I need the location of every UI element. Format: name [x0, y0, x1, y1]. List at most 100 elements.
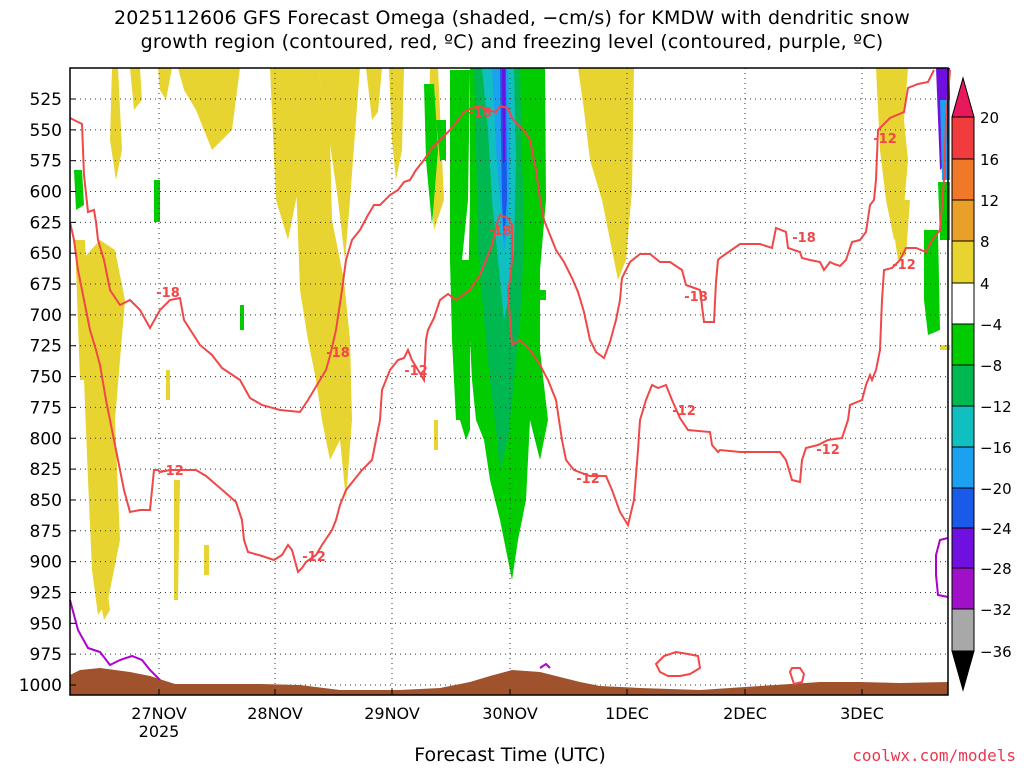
- y-tick-label-650: 650: [30, 244, 62, 264]
- omega-shade-5: [158, 68, 172, 100]
- y-tick-label-575: 575: [30, 152, 62, 172]
- omega-shade-31: [540, 290, 546, 300]
- colorbar-label-5: −4: [980, 316, 1002, 334]
- contours: -18 -18 -18 -18 -18 -18 -12 -12 -12 -12 -12 -12 -12 -…: [69, 69, 951, 695]
- colorbar-label-7: −12: [980, 398, 1012, 416]
- colorbar-label-6: −8: [980, 357, 1002, 375]
- omega-shade-19: [174, 480, 180, 600]
- dgz-label-9: -12: [404, 364, 428, 379]
- colorbar-label-0: 20: [980, 109, 999, 127]
- omega-shade-4: [100, 580, 110, 620]
- freezing-contour-2: [539, 662, 551, 669]
- x-tick-label-5: 2DEC: [723, 704, 767, 723]
- title-line-2: growth region (contoured, red, ºC) and f…: [140, 31, 884, 53]
- y-tick-label-525: 525: [30, 90, 62, 110]
- dgz-label-4: -18: [684, 290, 708, 305]
- colorbar-box-2: [951, 199, 975, 242]
- dgz-label-1: -18: [468, 106, 492, 121]
- y-tick-label-675: 675: [30, 275, 62, 295]
- colorbar-label-12: −32: [980, 601, 1012, 619]
- y-tick-label-625: 625: [30, 213, 62, 233]
- colorbar-label-13: −36: [980, 643, 1012, 661]
- omega-shade-9: [318, 68, 360, 260]
- colorbar-box-6: [951, 364, 975, 407]
- colorbar-label-3: 8: [980, 233, 990, 251]
- colorbar-box-9: [951, 487, 975, 529]
- dgz-label-3: -18: [488, 224, 512, 239]
- colorbar-box-4: [951, 282, 975, 325]
- axes: 525 550 575 600 625 650 675 700 725 750 775 800 825 8…: [19, 67, 949, 741]
- colorbar-box-0: [951, 116, 975, 160]
- omega-shade-20: [204, 545, 209, 575]
- dgz-label-7: -12: [160, 464, 184, 479]
- plot-frame: [69, 67, 949, 696]
- omega-shade-1: [130, 68, 142, 110]
- omega-shade-3: [82, 240, 125, 615]
- dgz-label-5: -18: [792, 231, 816, 246]
- x-tick-label-2: 29NOV: [364, 704, 420, 723]
- omega-shade-0: [110, 68, 122, 180]
- omega-shade-29: [456, 360, 470, 440]
- dgz-contour-blob-1: [654, 650, 702, 677]
- y-tick-label-775: 775: [30, 398, 62, 418]
- omega-shade-15: [600, 68, 632, 120]
- colorbar: 20 16 12 8 4 −4 −8 −12 −16 −20 −24 −28 −32 −36: [951, 76, 1012, 692]
- x-tick-label-6: 3DEC: [840, 704, 884, 723]
- dgz-label-6: -12: [873, 132, 897, 147]
- dgz-contour-1: [69, 69, 951, 574]
- omega-shade-17: [889, 200, 910, 260]
- omega-shade-10: [366, 68, 382, 120]
- y-tick-label-1000: 1000: [19, 676, 62, 696]
- y-tick-label-725: 725: [30, 337, 62, 357]
- omega-shade-14: [578, 68, 634, 280]
- freezing-contour-1: [935, 537, 949, 598]
- y-tick-label-975: 975: [30, 645, 62, 665]
- dgz-label-13: -12: [892, 258, 916, 273]
- colorbar-arrow-bottom: [951, 650, 975, 692]
- y-tick-label-750: 750: [30, 368, 62, 388]
- colorbar-box-12: [951, 608, 975, 652]
- dgz-label-8: -12: [302, 550, 326, 565]
- dgz-label-10: -12: [576, 472, 600, 487]
- colorbar-box-7: [951, 405, 975, 448]
- dgz-label-11: -12: [672, 404, 696, 419]
- x-tick-label-4: 1DEC: [605, 704, 649, 723]
- terrain-fill: [70, 668, 948, 695]
- y-tick-label-925: 925: [30, 583, 62, 603]
- y-tick-label-800: 800: [30, 429, 62, 449]
- y-tick-label-550: 550: [30, 121, 62, 141]
- colorbar-box-11: [951, 567, 975, 610]
- x-tick-label-1: 28NOV: [247, 704, 303, 723]
- omega-shade-27: [450, 70, 470, 300]
- omega-shade-22: [74, 170, 84, 210]
- dgz-label-12: -12: [816, 443, 840, 458]
- credit-text: coolwx.com/models: [852, 746, 1016, 765]
- omega-shade-32: [924, 230, 940, 335]
- omega-shading: [74, 68, 950, 620]
- omega-shade-6: [178, 68, 240, 150]
- x-axis-title: Forecast Time (UTC): [414, 744, 606, 766]
- y-tick-label-850: 850: [30, 491, 62, 511]
- dgz-contour-0: [69, 117, 331, 414]
- omega-shade-25: [424, 84, 438, 225]
- colorbar-box-5: [951, 323, 975, 366]
- omega-shade-38: [502, 68, 505, 165]
- y-tick-label-950: 950: [30, 614, 62, 634]
- colorbar-label-11: −28: [980, 560, 1012, 578]
- colorbar-box-1: [951, 158, 975, 201]
- colorbar-label-4: 4: [980, 275, 990, 293]
- y-tick-label-875: 875: [30, 522, 62, 542]
- dgz-label-0: -18: [156, 286, 180, 301]
- y-tick-label-600: 600: [30, 183, 62, 203]
- omega-shade-18: [166, 370, 170, 400]
- colorbar-box-8: [951, 446, 975, 489]
- omega-shade-11: [389, 68, 404, 180]
- colorbar-label-8: −16: [980, 439, 1012, 457]
- x-year-label: 2025: [139, 722, 180, 741]
- colorbar-label-2: 12: [980, 192, 999, 210]
- colorbar-label-10: −24: [980, 520, 1012, 538]
- omega-shade-23: [154, 180, 160, 222]
- omega-shade-13: [434, 420, 438, 450]
- omega-shade-8: [292, 68, 352, 500]
